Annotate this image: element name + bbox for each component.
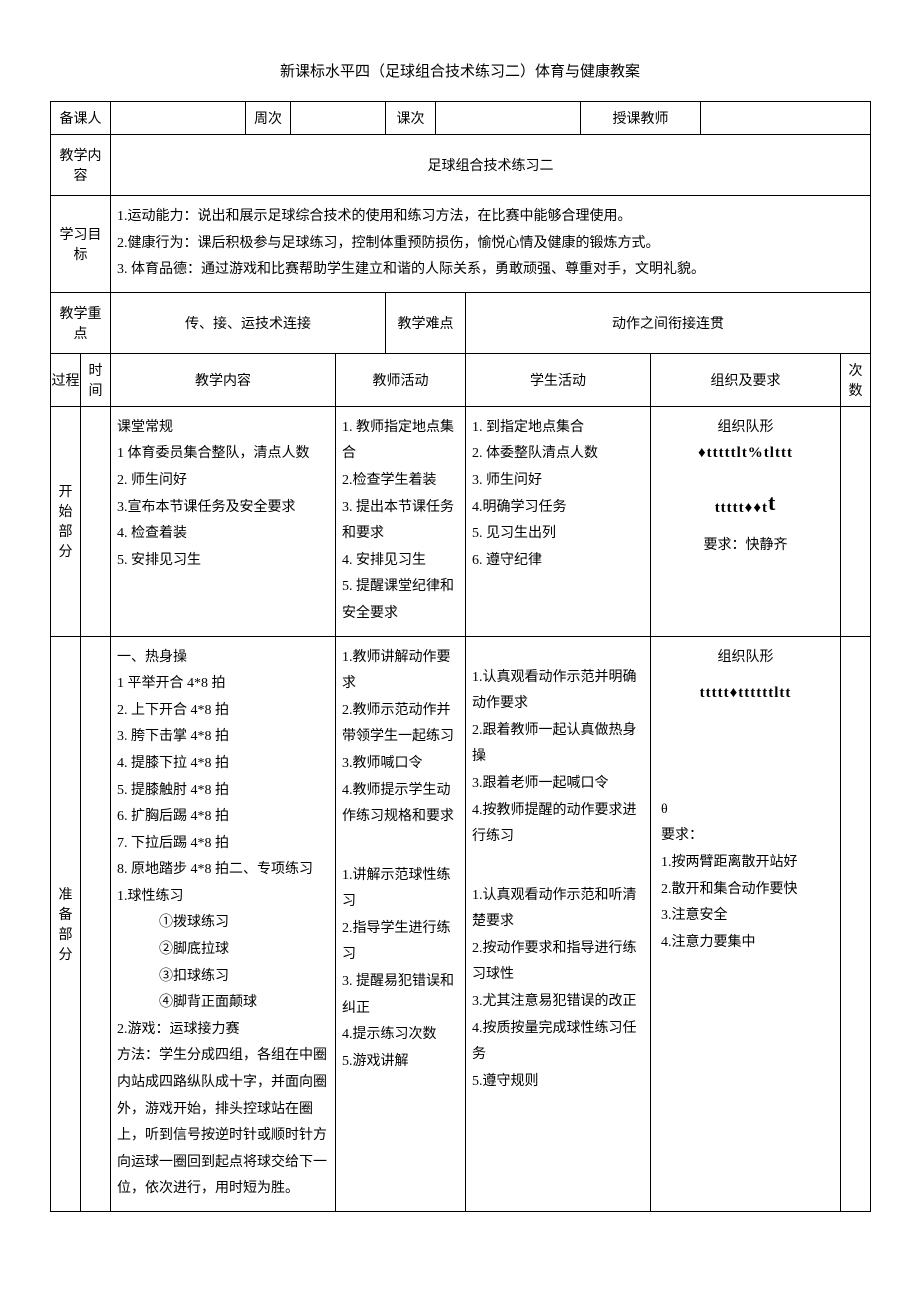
col-time: 时间 (81, 353, 111, 406)
teaching-content-label: 教学内容 (51, 135, 111, 196)
col-student: 学生活动 (466, 353, 651, 406)
lesson-label: 课次 (386, 102, 436, 135)
prep-row: 准备部分 一、热身操 1 平举开合 4*8 拍 2. 上下开合 4*8 拍 3.… (51, 636, 871, 1211)
prep-time (81, 636, 111, 1211)
prep-teacher-p2: 1.讲解示范球性练习 2.指导学生进行练习 3. 提醒易犯错误和纠正 4.提示练… (342, 863, 459, 1076)
prep-org-title: 组织队形 (657, 645, 834, 670)
prep-student-p1: 1.认真观看动作示范并明确动作要求 2.跟着教师一起认真做热身操 3.跟着老师一… (472, 665, 644, 851)
start-org-title: 组织队形 (657, 415, 834, 440)
lesson-plan-table: 备课人 周次 课次 授课教师 教学内容 足球组合技术练习二 学习目标 1.运动能… (50, 101, 871, 1212)
start-count (841, 406, 871, 636)
start-org-sym1: ♦tttttlt%tlttt (657, 440, 834, 467)
prep-indent3: ③扣球练习 (117, 964, 329, 991)
prep-indent1: ①拨球练习 (117, 910, 329, 937)
goal-row: 学习目标 1.运动能力：说出和展示足球综合技术的使用和练习方法，在比赛中能够合理… (51, 196, 871, 293)
col-teacher: 教师活动 (336, 353, 466, 406)
prep-org-req1: 1.按两臂距离散开站好 (661, 850, 834, 877)
goal-line1: 1.运动能力：说出和展示足球综合技术的使用和练习方法，在比赛中能够合理使用。 (117, 204, 864, 231)
start-student: 1. 到指定地点集合 2. 体委整队清点人数 3. 师生问好 4.明确学习任务 … (466, 406, 651, 636)
prep-org-req4: 4.注意力要集中 (661, 930, 834, 957)
week-label: 周次 (246, 102, 291, 135)
prep-content-p1: 一、热身操 1 平举开合 4*8 拍 2. 上下开合 4*8 拍 3. 胯下击掌… (117, 645, 329, 911)
goal-line2: 2.健康行为：课后积极参与足球练习，控制体重预防损伤，愉悦心情及健康的锻炼方式。 (117, 231, 864, 258)
prep-teacher: 1.教师讲解动作要求 2.教师示范动作并带领学生一起练习 3.教师喊口令 4.教… (336, 636, 466, 1211)
prep-indent2: ②脚底拉球 (117, 937, 329, 964)
week-value (291, 102, 386, 135)
col-count: 次数 (841, 353, 871, 406)
key-value: 传、接、运技术连接 (111, 292, 386, 353)
prep-content-p2: 2.游戏：运球接力赛 方法：学生分成四组，各组在中圈内站成四路纵队成十字，并面向… (117, 1017, 329, 1203)
prep-person-label: 备课人 (51, 102, 111, 135)
prep-student: 1.认真观看动作示范并明确动作要求 2.跟着教师一起认真做热身操 3.跟着老师一… (466, 636, 651, 1211)
lesson-value (436, 102, 581, 135)
teacher-label: 授课教师 (581, 102, 701, 135)
prep-count (841, 636, 871, 1211)
start-org-sym2: ttttt♦♦tt (657, 485, 834, 525)
sub-header-row: 过程 时间 教学内容 教师活动 学生活动 组织及要求 次数 (51, 353, 871, 406)
start-label: 开始部分 (51, 406, 81, 636)
start-teacher: 1. 教师指定地点集合 2.检查学生着装 3. 提出本节课任务和要求 4. 安排… (336, 406, 466, 636)
start-content: 课堂常规 1 体育委员集合整队，清点人数 2. 师生问好 3.宣布本节课任务及安… (111, 406, 336, 636)
prep-org-theta: θ (661, 797, 834, 824)
page-title: 新课标水平四（足球组合技术练习二）体育与健康教案 (50, 60, 870, 81)
prep-content: 一、热身操 1 平举开合 4*8 拍 2. 上下开合 4*8 拍 3. 胯下击掌… (111, 636, 336, 1211)
focus-row: 教学重点 传、接、运技术连接 教学难点 动作之间衔接连贯 (51, 292, 871, 353)
teacher-value (701, 102, 871, 135)
prep-indent4: ④脚背正面颠球 (117, 990, 329, 1017)
prep-person-value (111, 102, 246, 135)
diff-label: 教学难点 (386, 292, 466, 353)
prep-org: 组织队形 ttttt♦ttttttltt θ 要求： 1.按两臂距离散开站好 2… (651, 636, 841, 1211)
start-row: 开始部分 课堂常规 1 体育委员集合整队，清点人数 2. 师生问好 3.宣布本节… (51, 406, 871, 636)
key-label: 教学重点 (51, 292, 111, 353)
prep-org-req3: 3.注意安全 (661, 903, 834, 930)
goal-label: 学习目标 (51, 196, 111, 293)
prep-org-sym: ttttt♦ttttttltt (657, 680, 834, 707)
start-time (81, 406, 111, 636)
teaching-content-value: 足球组合技术练习二 (111, 135, 871, 196)
start-org-req: 要求：快静齐 (657, 533, 834, 558)
content-row: 教学内容 足球组合技术练习二 (51, 135, 871, 196)
prep-org-req2: 2.散开和集合动作要快 (661, 877, 834, 904)
prep-label: 准备部分 (51, 636, 81, 1211)
start-org: 组织队形 ♦tttttlt%tlttt ttttt♦♦tt 要求：快静齐 (651, 406, 841, 636)
prep-student-p2: 1.认真观看动作示范和听清楚要求 2.按动作要求和指导进行练习球性 3.尤其注意… (472, 883, 644, 1096)
diff-value: 动作之间衔接连贯 (466, 292, 871, 353)
prep-org-req-label: 要求： (661, 823, 834, 850)
header-row: 备课人 周次 课次 授课教师 (51, 102, 871, 135)
col-content: 教学内容 (111, 353, 336, 406)
goal-line3: 3. 体育品德：通过游戏和比赛帮助学生建立和谐的人际关系，勇敢顽强、尊重对手，文… (117, 257, 864, 284)
prep-teacher-p1: 1.教师讲解动作要求 2.教师示范动作并带领学生一起练习 3.教师喊口令 4.教… (342, 645, 459, 831)
col-org: 组织及要求 (651, 353, 841, 406)
col-process: 过程 (51, 353, 81, 406)
goal-value: 1.运动能力：说出和展示足球综合技术的使用和练习方法，在比赛中能够合理使用。 2… (111, 196, 871, 293)
